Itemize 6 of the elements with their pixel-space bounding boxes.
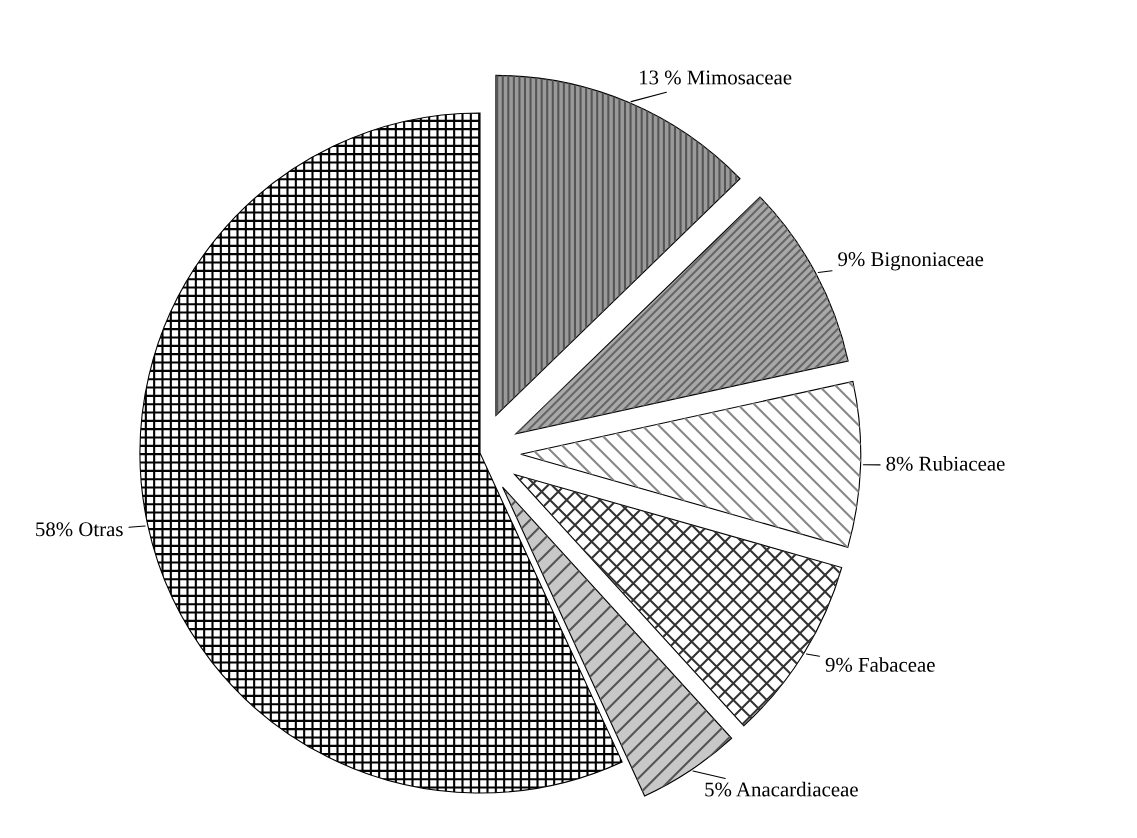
slice-label: 5% Anacardiaceae [705,781,858,797]
slice-label: 9% Bignoniaceae [838,252,984,271]
slice-label: 9% Fabaceae [825,657,935,672]
slice-label: 58% Otras [36,522,123,537]
slice-label: 13 % Mimosaceae [640,70,792,85]
slice-label: 8% Rubiaceae [886,456,1005,471]
